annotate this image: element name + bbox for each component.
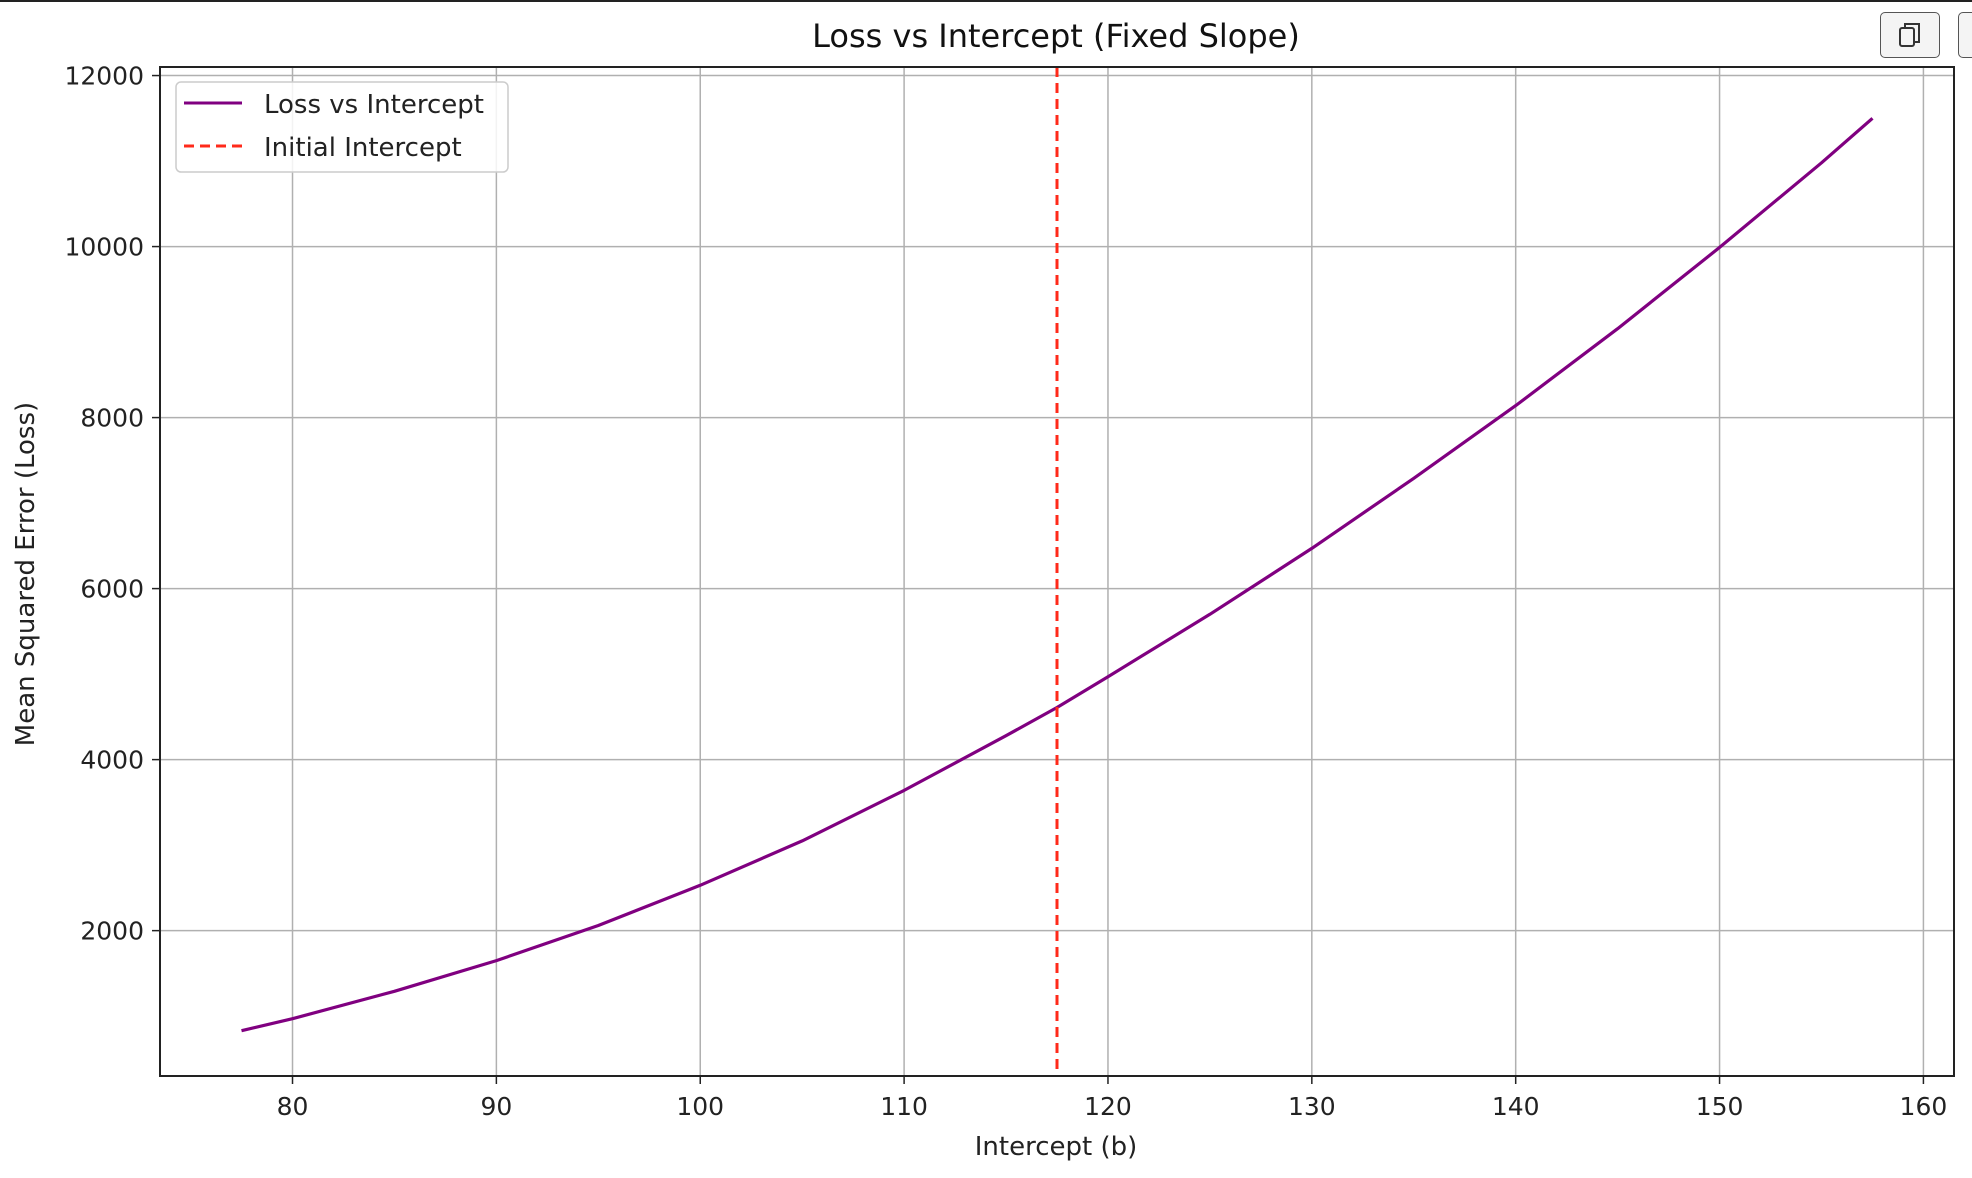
more-button[interactable]: [1958, 12, 1972, 58]
x-tick-label: 130: [1288, 1092, 1336, 1121]
legend-label-initial: Initial Intercept: [264, 133, 462, 163]
legend-box: [175, 81, 509, 173]
x-tick-label: 140: [1492, 1092, 1540, 1121]
y-tick-label: 2000: [80, 917, 144, 946]
x-tick-label: 110: [880, 1092, 928, 1121]
window-top-border: [0, 0, 1972, 2]
legend-label-loss: Loss vs Intercept: [264, 90, 484, 120]
ticks: 80 90 100 110 120 130 140 150 160 2000 4000 6000 800…: [64, 62, 1947, 1121]
x-tick-label: 90: [480, 1092, 512, 1121]
chart-title: Loss vs Intercept (Fixed Slope): [812, 17, 1300, 55]
x-axis-label: Intercept (b): [975, 1132, 1138, 1162]
x-tick-label: 120: [1084, 1092, 1132, 1121]
x-tick-label: 150: [1696, 1092, 1744, 1121]
legend: Loss vs Intercept Initial Intercept: [175, 81, 509, 173]
series-layer: [241, 67, 1874, 1076]
y-axis-label: Mean Squared Error (Loss): [11, 402, 41, 746]
y-tick-label: 12000: [64, 62, 144, 91]
x-tick-label: 80: [277, 1092, 309, 1121]
y-tick-label: 4000: [80, 746, 144, 775]
x-tick-label: 100: [676, 1092, 724, 1121]
y-tick-label: 6000: [80, 575, 144, 604]
copy-button[interactable]: [1880, 12, 1940, 58]
copy-icon: [1897, 21, 1923, 49]
y-tick-label: 8000: [80, 404, 144, 433]
x-tick-label: 160: [1900, 1092, 1948, 1121]
y-tick-label: 10000: [64, 233, 144, 262]
axes-frame: [159, 66, 1955, 1077]
loss-curve: [241, 117, 1874, 1033]
